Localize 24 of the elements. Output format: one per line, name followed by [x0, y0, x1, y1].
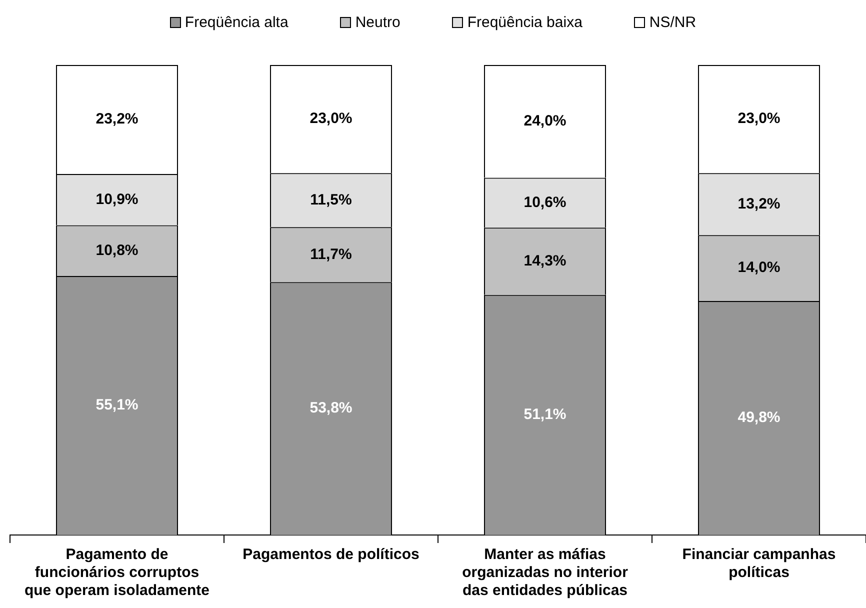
data-label: 23,0% — [310, 110, 352, 128]
x-tick-label: Pagamentos de políticos — [242, 546, 420, 564]
data-label: 23,2% — [96, 110, 138, 128]
data-label: 53,8% — [310, 400, 352, 417]
legend-label: Freqüência baixa — [467, 14, 582, 31]
data-label: 23,0% — [738, 110, 780, 128]
data-label: 51,1% — [524, 406, 566, 424]
data-label: 55,1% — [96, 396, 138, 414]
data-label: 10,6% — [524, 194, 566, 211]
data-label: 11,5% — [310, 191, 352, 208]
data-label: 11,7% — [310, 246, 352, 263]
data-label: 10,8% — [96, 242, 138, 259]
x-tick-label: Manter as máfias organizadas no interior das entidades públicas — [462, 546, 628, 600]
data-label: 24,0% — [524, 112, 566, 130]
data-label: 49,8% — [738, 409, 780, 426]
legend-label: Neutro — [355, 14, 400, 31]
x-tick-label: Pagamento de funcionários corruptos que operam isoladamente — [24, 546, 210, 600]
x-tick-label: Financiar campanhas políticas — [682, 546, 836, 582]
data-label: 14,0% — [738, 259, 780, 276]
text: NS/NR — [649, 14, 696, 31]
data-label: 10,9% — [96, 190, 138, 208]
legend-label: Freqüência alta — [184, 14, 288, 31]
data-label: 13,2% — [738, 195, 780, 212]
data-label: 14,3% — [524, 252, 566, 270]
